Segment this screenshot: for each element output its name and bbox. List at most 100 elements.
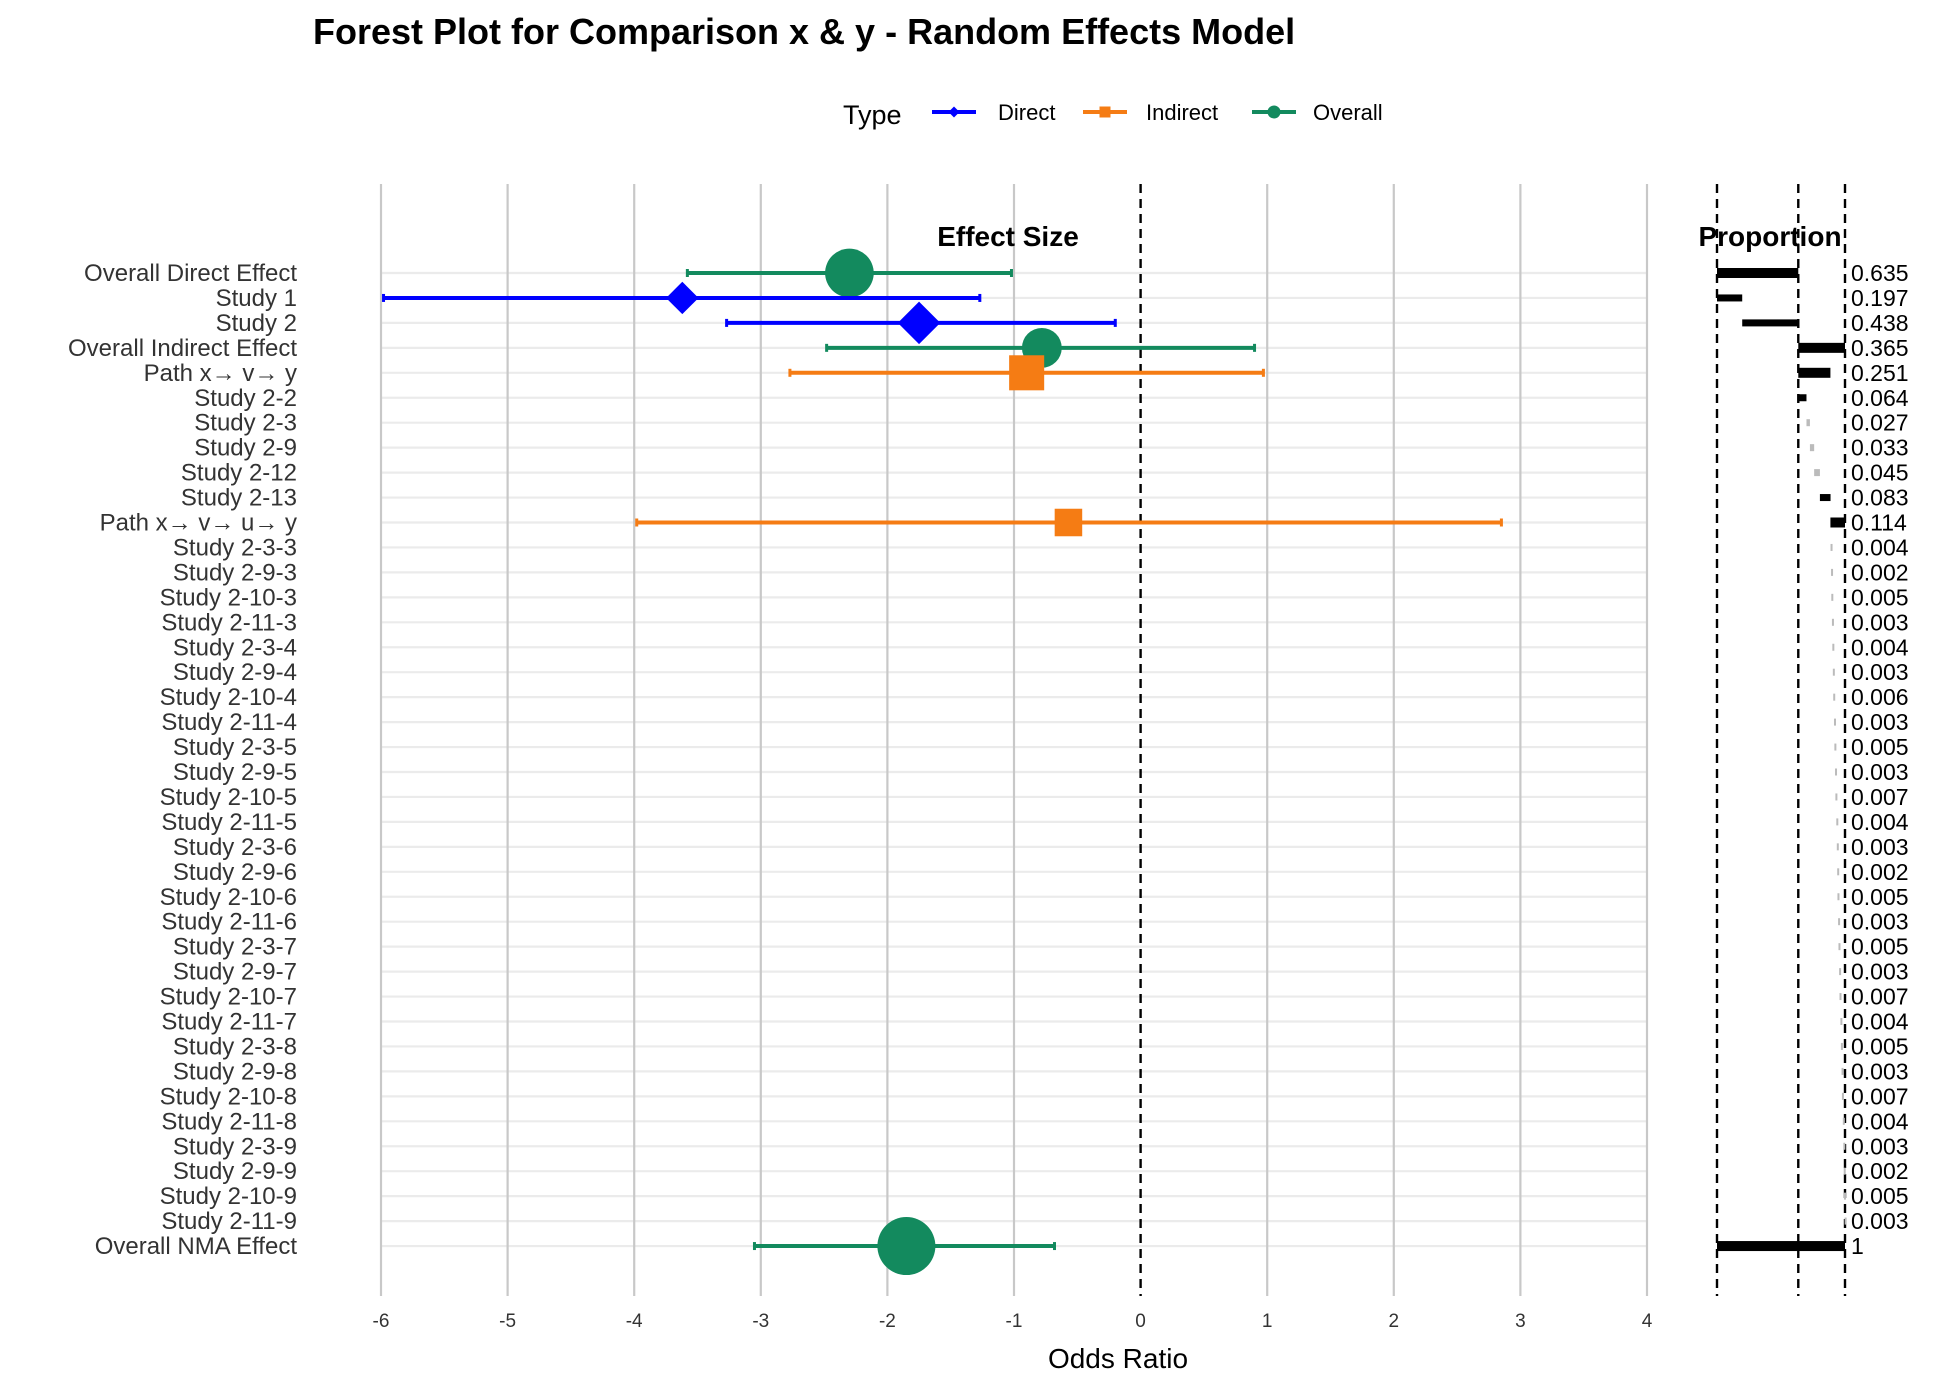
proportion-bar — [1841, 1092, 1844, 1100]
effect-estimate — [725, 301, 1117, 345]
row-label: Study 2-11-5 — [161, 809, 297, 836]
row-label: Study 1 — [216, 285, 297, 312]
proportion-label: 0.004 — [1851, 634, 1909, 660]
row-label: Study 2-10-6 — [160, 884, 297, 911]
proportion-bar — [1814, 469, 1820, 477]
proportion-label: 0.438 — [1851, 310, 1909, 336]
proportion-bar — [1840, 1018, 1843, 1025]
row-label: Study 2-3-9 — [173, 1133, 297, 1160]
proportion-bar — [1717, 268, 1799, 278]
proportion-bar — [1843, 1167, 1846, 1175]
point-estimate — [825, 248, 874, 298]
row-label: Study 2-10-3 — [160, 584, 297, 611]
proportion-bar — [1835, 768, 1838, 776]
proportion-label: 0.002 — [1851, 559, 1909, 585]
legend-label: Indirect — [1146, 100, 1218, 125]
row-label: Study 2-3 — [194, 410, 297, 437]
proportion-bar — [1798, 367, 1831, 378]
row-label: Study 2-3-5 — [173, 734, 297, 761]
proportion-label: 0.002 — [1851, 859, 1909, 885]
proportion-label: 0.007 — [1851, 984, 1909, 1010]
proportion-label: 0.003 — [1851, 959, 1909, 985]
proportion-label: 0.003 — [1851, 909, 1909, 935]
row-label: Path x→ v→ y — [144, 360, 297, 387]
legend: Type Direct Indirect Overall — [843, 100, 1383, 130]
proportion-label: 0.005 — [1851, 934, 1909, 960]
row-label: Study 2-2 — [194, 385, 297, 412]
effect-estimate — [382, 281, 982, 315]
proportion-label: 0.003 — [1851, 759, 1909, 785]
proportion-bar — [1798, 342, 1845, 353]
proportion-bar — [1835, 793, 1838, 801]
proportion-bar — [1809, 444, 1815, 452]
proportion-label: 0.003 — [1851, 1208, 1909, 1234]
proportion-bar — [1717, 1241, 1845, 1252]
x-tick-label: 1 — [1262, 1311, 1273, 1332]
proportion-label: 0.365 — [1851, 335, 1909, 361]
point-estimate — [897, 301, 941, 345]
proportion-bar — [1832, 643, 1835, 651]
proportion-label: 0.007 — [1851, 1083, 1909, 1109]
row-label: Study 2-11-8 — [161, 1108, 297, 1135]
row-label: Path x→ v→ u→ y — [100, 510, 297, 537]
row-label: Study 2-13 — [181, 485, 297, 512]
x-tick-label: 2 — [1389, 1311, 1400, 1332]
legend-title: Type — [843, 100, 902, 130]
row-label: Study 2-3-6 — [173, 834, 297, 861]
effect-estimate — [635, 508, 1503, 537]
row-label: Study 2-9 — [194, 435, 297, 462]
proportion-label: 0.004 — [1851, 809, 1909, 835]
row-label: Study 2-9-4 — [173, 659, 297, 686]
point-estimate — [1009, 355, 1045, 391]
effect-marks — [382, 248, 1503, 1276]
proportion-label: 0.004 — [1851, 1009, 1909, 1035]
proportion-bar — [1836, 843, 1839, 851]
proportion-bar — [1842, 1117, 1845, 1125]
proportion-bar — [1839, 993, 1842, 1001]
proportion-bar — [1819, 494, 1831, 502]
proportion-label: 0.005 — [1851, 1183, 1909, 1209]
row-label: Study 2-10-9 — [160, 1183, 297, 1210]
proportion-bar — [1841, 1067, 1844, 1075]
x-tick-label: 4 — [1642, 1311, 1653, 1332]
row-label: Overall NMA Effect — [95, 1233, 298, 1260]
x-axis-ticks: -6 -5 -4 -3 -2 -1 0 1 2 3 4 — [373, 1311, 1653, 1332]
proportion-bar — [1830, 543, 1833, 551]
x-tick-label: -3 — [752, 1311, 769, 1332]
proportion-label: 0.003 — [1851, 1058, 1909, 1084]
proportion-bar — [1837, 893, 1840, 901]
proportion-label: 0.033 — [1851, 435, 1909, 461]
row-label: Overall Direct Effect — [84, 260, 297, 287]
row-label: Study 2-11-3 — [161, 609, 297, 636]
row-label: Study 2-12 — [181, 460, 297, 487]
proportion-label: 0.002 — [1851, 1158, 1909, 1184]
proportion-label: 0.007 — [1851, 784, 1909, 810]
proportion-label: 0.003 — [1851, 1133, 1909, 1159]
row-label: Study 2-9-3 — [173, 559, 297, 586]
legend-label: Overall — [1313, 100, 1383, 125]
proportion-label: 0.004 — [1851, 534, 1909, 560]
proportion-bar — [1837, 868, 1840, 876]
proportion-bar — [1806, 419, 1810, 427]
proportion-label: 0.003 — [1851, 609, 1909, 635]
proportion-label: 0.027 — [1851, 410, 1909, 436]
proportion-bar — [1833, 693, 1836, 701]
row-label: Study 2-10-5 — [160, 784, 297, 811]
row-label: Study 2-3-8 — [173, 1033, 297, 1060]
row-label: Study 2-11-7 — [161, 1009, 297, 1036]
legend-item-overall: Overall — [1252, 100, 1383, 125]
row-label: Study 2-10-4 — [160, 684, 297, 711]
proportion-label: 0.005 — [1851, 1033, 1909, 1059]
proportion-bar — [1839, 968, 1842, 976]
proportion-bar — [1832, 668, 1835, 676]
proportion-label: 1 — [1851, 1233, 1864, 1259]
proportion-bar — [1831, 568, 1834, 576]
row-label: Study 2 — [216, 310, 297, 337]
point-estimate — [1054, 508, 1083, 537]
x-axis-label: Odds Ratio — [1048, 1343, 1188, 1374]
proportion-label: 0.064 — [1851, 385, 1909, 411]
proportion-label: 0.005 — [1851, 734, 1909, 760]
proportion-label: 0.251 — [1851, 360, 1909, 386]
